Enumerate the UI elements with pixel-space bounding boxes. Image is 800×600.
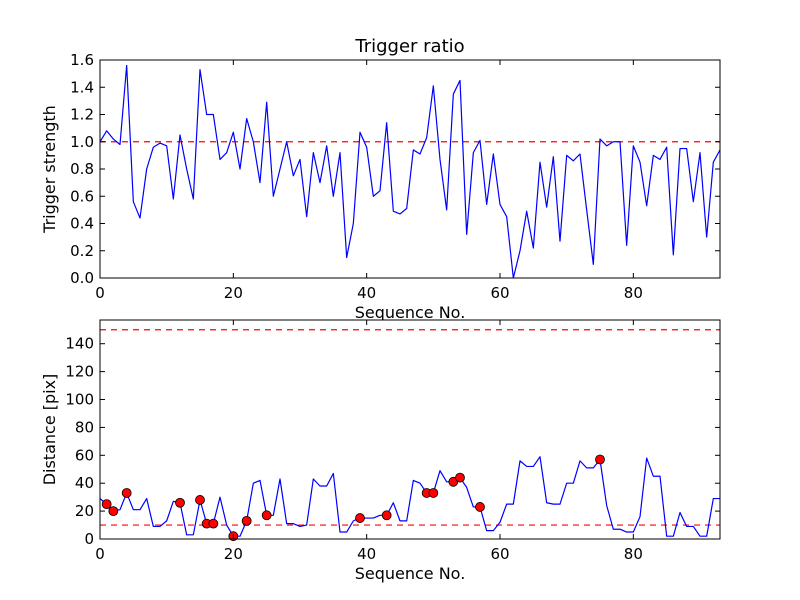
marker-point (595, 454, 605, 465)
marker-point (101, 499, 112, 510)
y-tick-label: 40 (75, 474, 94, 492)
y-tick-label: 1.2 (70, 106, 94, 124)
y-tick-label: 140 (65, 335, 94, 353)
y-tick-label: 1.4 (70, 78, 94, 96)
marker-point (428, 488, 439, 498)
plot-area (100, 60, 720, 278)
chart-2: 0 20 40 60 80 0 20 40 60 80 100 120 140 Sequence No. D… (40, 319, 721, 583)
y-tick-label: 0.2 (70, 242, 94, 260)
y-tick-label: 0.8 (70, 160, 94, 178)
marker-point (381, 510, 392, 521)
x-tick-label: 80 (624, 284, 643, 302)
y-tick-label: 0.4 (70, 215, 94, 233)
x-tick-label: 80 (624, 545, 643, 563)
marker-point (261, 510, 272, 521)
y-tick-label: 20 (75, 502, 94, 520)
x-tick-label: 20 (224, 284, 243, 302)
x-tick-label: 60 (490, 545, 509, 563)
marker-point (475, 502, 485, 512)
marker-point (455, 472, 465, 483)
y-tick-label: 100 (65, 391, 94, 409)
chart-1: 0 20 40 60 80 0.0 0.2 0.4 0.6 0.8 1.0 1.2 1.4 1.6 Sequ… (40, 36, 721, 322)
marker-point (108, 506, 119, 517)
x-tick-label: 0 (95, 284, 105, 302)
plot-area (100, 320, 720, 539)
marker-point (195, 495, 205, 505)
y-tick-label: 1.6 (70, 51, 94, 69)
x-tick-label: 20 (224, 545, 243, 563)
y-axis-label: Trigger strength (40, 105, 59, 234)
series-line-1 (100, 456, 720, 537)
series-line-1 (100, 64, 720, 278)
y-tick-label: 1.0 (70, 133, 94, 151)
y-tick-label: 0.6 (70, 187, 94, 205)
x-tick-label: 40 (357, 284, 376, 302)
y-tick-label: 60 (75, 446, 94, 464)
y-tick-label: 0.0 (70, 269, 94, 287)
marker-point (208, 518, 219, 529)
marker-point (241, 515, 252, 526)
marker-point (121, 488, 132, 498)
y-tick-label: 80 (75, 418, 94, 436)
x-tick-label: 0 (95, 545, 105, 563)
x-axis-label: Sequence No. (355, 303, 466, 322)
y-axis-label: Distance [pix] (40, 374, 59, 486)
y-tick-label: 120 (65, 363, 94, 381)
chart-title: Trigger ratio (354, 36, 464, 57)
x-axis-label: Sequence No. (355, 564, 466, 583)
y-tick-label: 0 (84, 530, 94, 548)
marker-point (355, 513, 365, 523)
plot-frame (99, 319, 721, 540)
marker-point (175, 497, 185, 508)
x-tick-label: 40 (357, 545, 376, 563)
x-tick-label: 60 (490, 284, 509, 302)
